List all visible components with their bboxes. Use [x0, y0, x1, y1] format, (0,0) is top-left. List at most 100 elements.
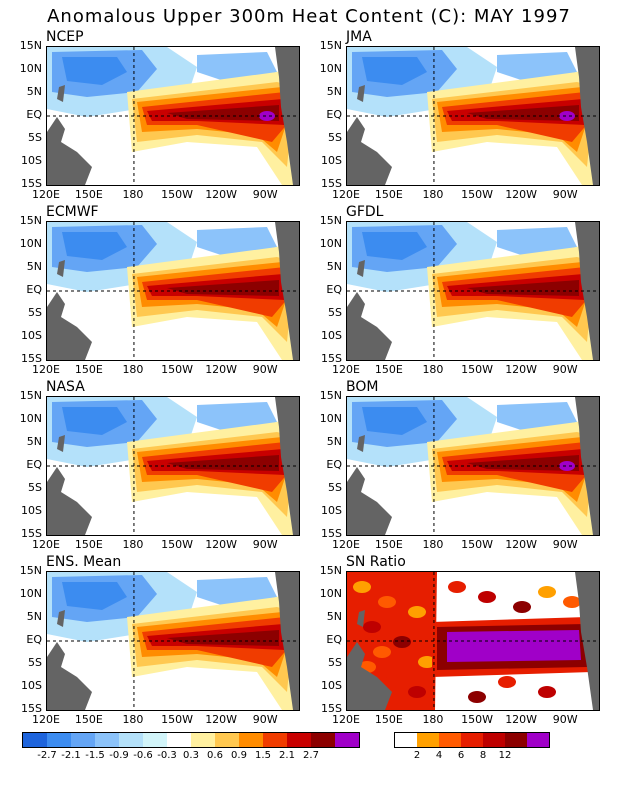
warm-anomaly-core: [167, 630, 279, 646]
y-tick-label: 15N: [319, 39, 342, 52]
y-tick-label: 10S: [21, 329, 42, 342]
cold-anomaly-core: [62, 407, 127, 435]
colorbar-label: -1.5: [85, 750, 105, 761]
y-tick-label: 15N: [19, 564, 42, 577]
y-tick-label: EQ: [26, 108, 42, 121]
y-tick-label: 5S: [28, 306, 42, 319]
x-tick-label: 90W: [552, 713, 578, 726]
x-tick-label: 90W: [252, 538, 278, 551]
cool-anomaly-region: [197, 52, 277, 82]
x-tick-label: 120E: [32, 363, 60, 376]
y-tick-label: 10N: [319, 237, 342, 250]
x-tick-label: 120W: [505, 363, 538, 376]
colorbar-label: 2: [413, 750, 421, 761]
panel-title: ECMWF: [46, 204, 99, 220]
colorbar-label: -0.9: [109, 750, 129, 761]
land-mass: [57, 260, 65, 277]
land-mass: [347, 642, 392, 710]
map-panel: ENS. Mean 15N 10N 5N EQ 5S 10S 15S 120E 150E 180 15…: [0, 554, 300, 737]
ratio-patch: [448, 581, 466, 593]
y-tick-label: 10S: [21, 504, 42, 517]
cold-anomaly-core: [362, 232, 427, 260]
y-tick-label: 10N: [319, 412, 342, 425]
colorbar-swatch: [461, 733, 483, 747]
colorbar-label: -2.7: [37, 750, 57, 761]
x-tick-label: 120E: [332, 713, 360, 726]
cold-anomaly-core: [362, 57, 427, 85]
land-mass: [57, 435, 65, 452]
colorbar-swatch: [143, 733, 167, 747]
cool-anomaly-region: [197, 227, 277, 257]
high-ratio-region: [447, 630, 581, 662]
colorbar-swatch: [167, 733, 191, 747]
land-mass: [347, 117, 392, 185]
panel-title: JMA: [346, 29, 372, 45]
x-tick-label: 120W: [205, 713, 238, 726]
colorbar-swatch: [417, 733, 439, 747]
ratio-patch: [353, 581, 371, 593]
y-tick-label: 15S: [21, 702, 42, 715]
land-mass: [47, 642, 92, 710]
cold-anomaly-core: [62, 582, 127, 610]
y-tick-label: 10S: [21, 679, 42, 692]
warm-anomaly-core: [467, 455, 579, 471]
colorbar-label: 1.5: [255, 750, 271, 761]
land-mass: [347, 467, 392, 535]
y-tick-label: EQ: [326, 108, 342, 121]
panel-title: BOM: [346, 379, 379, 395]
ratio-patch: [398, 576, 416, 588]
x-tick-label: 150W: [161, 713, 193, 726]
y-tick-label: 15S: [321, 177, 342, 190]
y-tick-label: 10N: [319, 62, 342, 75]
x-tick-label: 120E: [32, 538, 60, 551]
y-tick-label: 5N: [326, 435, 342, 448]
land-mass: [357, 85, 365, 102]
y-tick-label: EQ: [326, 633, 342, 646]
y-tick-label: 15N: [319, 214, 342, 227]
cool-anomaly-region: [497, 52, 577, 82]
colorbar-swatch: [287, 733, 311, 747]
x-tick-label: 150E: [374, 188, 403, 201]
y-tick-label: 15S: [321, 527, 342, 540]
x-tick-label: 150W: [461, 363, 493, 376]
y-tick-label: 15N: [19, 389, 42, 402]
colorbar-label: 2.1: [279, 750, 295, 761]
y-tick-label: 5S: [328, 131, 342, 144]
colorbar-label: 12: [498, 750, 512, 761]
x-tick-label: 90W: [552, 363, 578, 376]
peak-anomaly-patch: [559, 461, 575, 471]
cold-anomaly-core: [62, 57, 127, 85]
x-tick-label: 120W: [505, 713, 538, 726]
colorbar-swatch: [239, 733, 263, 747]
y-tick-label: 5S: [328, 481, 342, 494]
x-tick-label: 120W: [205, 538, 238, 551]
warm-anomaly-core: [467, 105, 579, 121]
warm-anomaly-core: [167, 455, 279, 471]
y-tick-label: EQ: [326, 283, 342, 296]
x-tick-label: 120E: [332, 538, 360, 551]
y-tick-label: 10N: [319, 587, 342, 600]
x-tick-label: 150W: [461, 713, 493, 726]
y-tick-label: EQ: [26, 458, 42, 471]
colorbar-label: -0.6: [133, 750, 153, 761]
y-tick-label: 10N: [19, 587, 42, 600]
map-panel: NASA 15N 10N 5N EQ 5S 10S 15S 120E 150E 180 150W 120…: [0, 379, 300, 562]
x-tick-label: 150W: [461, 188, 493, 201]
colorbar-label: 0.9: [231, 750, 247, 761]
colorbar-swatch: [71, 733, 95, 747]
map-panel: BOM 15N 10N 5N EQ 5S 10S 15S 120E 150E 180 150W 120W…: [300, 379, 600, 562]
colorbar-label: 6: [457, 750, 465, 761]
land-mass: [47, 292, 92, 360]
land-mass: [347, 292, 392, 360]
x-tick-label: 150W: [161, 538, 193, 551]
colorbar-label: 2.7: [303, 750, 319, 761]
x-tick-label: 180: [422, 713, 444, 726]
map-panel: JMA 15N 10N 5N EQ 5S 10S 15S 120E 150E 180 150W 120W…: [300, 29, 600, 212]
ratio-patch: [538, 686, 556, 698]
land-mass: [57, 85, 65, 102]
x-tick-label: 90W: [552, 538, 578, 551]
panel-title: NASA: [46, 379, 85, 395]
colorbar-swatch: [23, 733, 47, 747]
x-tick-label: 180: [122, 538, 144, 551]
map-panel: GFDL 15N 10N 5N EQ 5S 10S 15S 120E 150E 180 150W 120…: [300, 204, 600, 387]
